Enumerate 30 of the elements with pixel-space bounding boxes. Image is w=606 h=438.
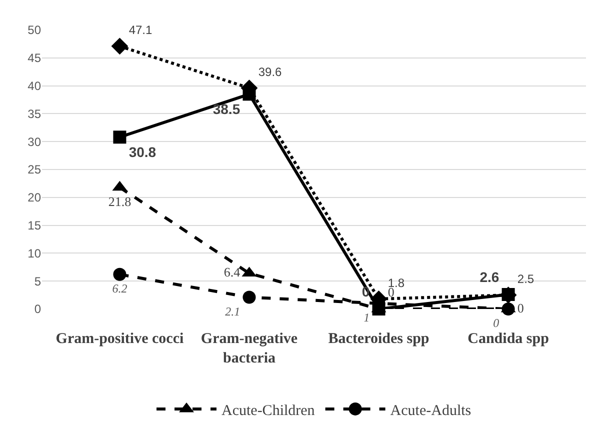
data-label: 6.2 [112,282,128,296]
y-tick-label: 45 [28,51,42,66]
data-label: 39.6 [258,64,282,79]
x-tick-label: Candida spp [468,331,549,347]
x-tick-label: Gram-negative bacteria [200,331,298,366]
data-label: 2.5 [517,272,534,286]
y-tick-label: 30 [28,134,42,149]
data-label: 2.6 [480,268,500,285]
y-tick-label: 25 [28,162,42,177]
data-label: 0 [493,316,500,330]
data-label: 0 [517,300,524,316]
y-tick-label: 0 [34,302,42,316]
y-tick-label: 5 [34,274,42,288]
data-label: 30.8 [128,144,156,160]
y-tick-label: 20 [28,190,42,205]
legend-label: Acute-Adults [390,402,472,419]
y-tick-label: 10 [28,246,42,260]
y-tick-label: 15 [28,218,42,232]
data-label: 6.4 [224,264,241,280]
data-label: 2.1 [225,304,240,318]
data-label: 1 [364,310,370,325]
x-tick-label: Bacteroides spp [328,331,430,347]
y-tick-label: 40 [28,79,42,93]
data-label: 47.1 [128,23,153,38]
y-tick-label: 50 [28,23,42,38]
legend-label: Acute-Children [222,402,316,419]
data-label: 38.5 [212,100,240,117]
data-label: 21.8 [108,194,132,210]
x-tick-label: Gram-positive cocci [56,331,184,347]
y-tick-label: 35 [28,106,42,121]
